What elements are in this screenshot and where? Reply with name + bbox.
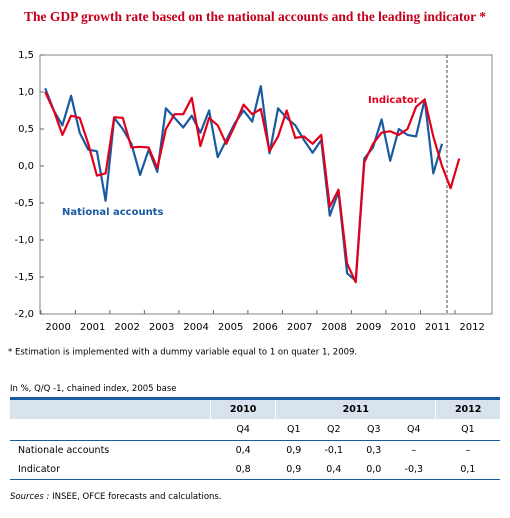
row-label: Nationale accounts: [18, 445, 110, 456]
value-cell: 0,4: [235, 445, 251, 456]
chart: The GDP growth rate based on the nationa…: [8, 9, 493, 358]
value-cell: 0,1: [435, 460, 500, 480]
y-tick-label: 1,0: [18, 87, 34, 98]
year-header: 2011: [275, 397, 436, 419]
x-tick-label: 2009: [356, 322, 381, 333]
x-tick-label: 2005: [218, 322, 243, 333]
quarter-header: Q4: [391, 419, 436, 441]
series-label: Indicator: [368, 95, 419, 106]
value-cell: 0,0: [355, 460, 392, 480]
value-cell: 0,3: [366, 445, 382, 456]
x-tick-label: 2004: [183, 322, 208, 333]
x-tick-label: 2001: [80, 322, 105, 333]
x-tick-label: 2011: [425, 322, 450, 333]
footnote: * Estimation is implemented with a dummy…: [8, 348, 357, 358]
y-tick-label: -2,0: [14, 309, 34, 320]
value-cell: –: [411, 445, 417, 456]
value-cell: –: [465, 445, 471, 456]
x-tick-label: 2007: [287, 322, 312, 333]
quarter-header: Q3: [355, 419, 392, 441]
x-tick-label: 2003: [149, 322, 174, 333]
forecast-table: 2010 2011 2012 Q4 Q1 Q2 Q3 Q4 Q1 Nationale acco…: [10, 397, 500, 480]
y-tick-label: 1,5: [18, 50, 34, 61]
value-cell: -0,1: [324, 445, 344, 456]
value-cell: -0,3: [391, 460, 436, 480]
plot-frame: [39, 54, 493, 315]
y-tick-label: 0,5: [18, 124, 34, 135]
sources: Sources : INSEE, OFCE forecasts and calc…: [10, 492, 222, 502]
series-label: National accounts: [62, 207, 163, 218]
year-header: 2012: [435, 397, 500, 419]
x-tick-label: 2012: [459, 322, 484, 333]
x-tick-label: 2002: [114, 322, 139, 333]
quarter-header: Q4: [210, 419, 276, 441]
series-line: [44, 91, 461, 284]
y-tick-label: 0,0: [18, 161, 34, 172]
sources-text: INSEE, OFCE forecasts and calculations.: [52, 492, 222, 502]
sources-label: Sources :: [10, 492, 50, 502]
chart-title: The GDP growth rate based on the nationa…: [24, 9, 486, 24]
cell: [10, 419, 211, 441]
quarter-header: Q1: [435, 419, 500, 441]
cell: [10, 397, 211, 419]
y-tick-label: -1,5: [14, 272, 34, 283]
value-cell: 0,4: [311, 460, 356, 480]
year-header: 2010: [209, 397, 276, 419]
x-tick-label: 2006: [252, 322, 277, 333]
y-tick-label: -0,5: [14, 198, 34, 209]
quarter-header: Q2: [311, 419, 356, 441]
value-cell: 0,8: [210, 460, 276, 480]
series-line: [44, 85, 444, 282]
x-tick-label: 2010: [390, 322, 415, 333]
row-label: Indicator: [10, 460, 211, 480]
x-tick-label: 2008: [321, 322, 346, 333]
value-cell: 0,9: [275, 460, 312, 480]
table-note: In %, Q/Q -1, chained index, 2005 base: [10, 384, 177, 394]
y-tick-label: -1,0: [14, 235, 34, 246]
x-tick-label: 2000: [45, 322, 70, 333]
value-cell: 0,9: [286, 445, 302, 456]
quarter-header: Q1: [275, 419, 312, 441]
